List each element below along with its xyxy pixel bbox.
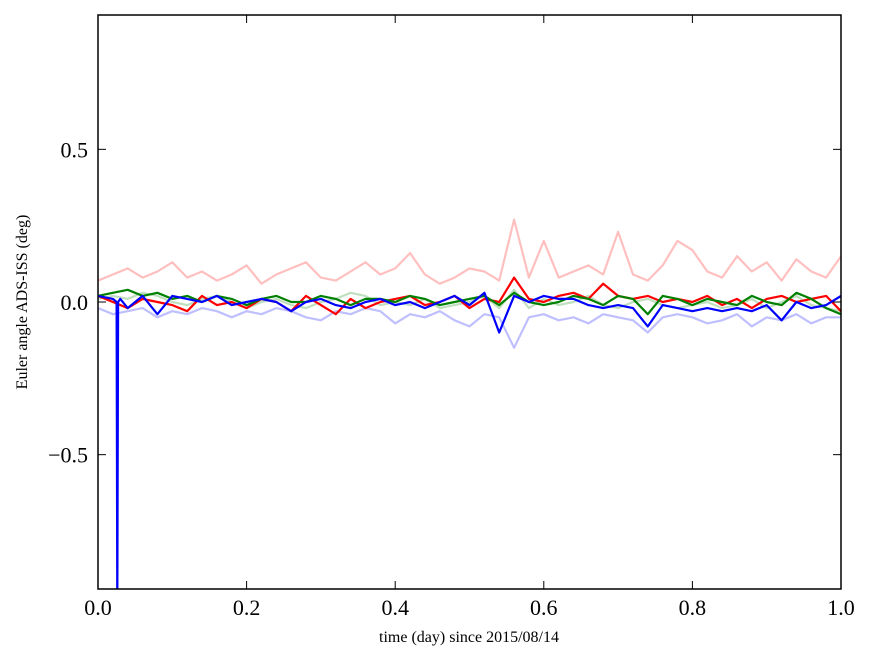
x-tick-label: 0.4 bbox=[381, 595, 409, 620]
x-tick-label: 1.0 bbox=[827, 595, 855, 620]
series-line-4 bbox=[98, 288, 841, 316]
y-tick-label: 0.5 bbox=[61, 137, 89, 162]
x-tick-label: 0.6 bbox=[530, 595, 558, 620]
y-tick-label: −0.5 bbox=[48, 443, 88, 468]
x-tick-label: 0.8 bbox=[679, 595, 707, 620]
series-line-1 bbox=[98, 307, 841, 349]
y-tick-label: 0.0 bbox=[61, 290, 89, 315]
x-tick-label: 0.0 bbox=[84, 595, 112, 620]
x-axis-label: time (day) since 2015/08/14 bbox=[379, 629, 559, 646]
series-line-0 bbox=[98, 218, 841, 285]
x-tick-label: 0.2 bbox=[233, 595, 261, 620]
series-line-5 bbox=[98, 291, 841, 589]
ticks: 0.0 0.2 0.4 0.6 0.8 1.0 −0.5 0.0 0.5 bbox=[48, 15, 855, 620]
series-layer bbox=[98, 218, 841, 589]
y-axis-label: Euler angle ADS-ISS (deg) bbox=[14, 215, 31, 390]
